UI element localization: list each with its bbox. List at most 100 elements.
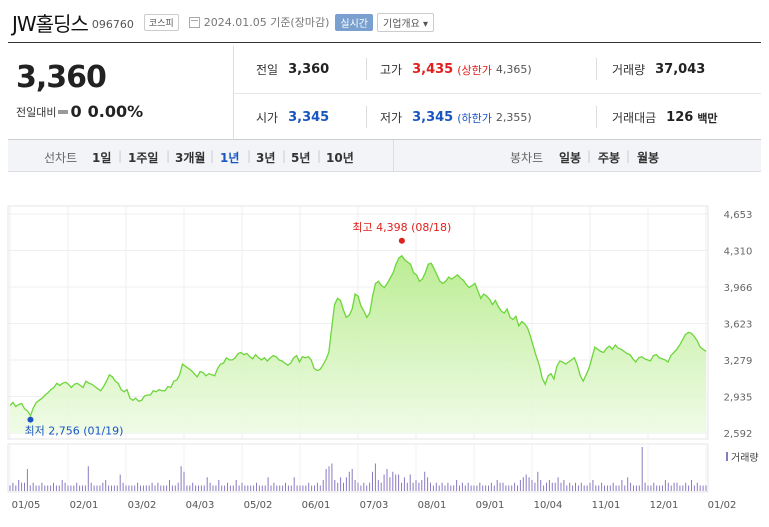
volume-bar bbox=[105, 480, 107, 491]
y-tick-label: 2,592 bbox=[724, 429, 753, 440]
range-1y[interactable]: 1년 bbox=[220, 151, 240, 165]
change-percent: 0.00% bbox=[87, 102, 144, 121]
volume-bar bbox=[345, 477, 347, 491]
company-overview-dropdown[interactable]: 기업개요 ▾ bbox=[377, 12, 435, 32]
volume-bar bbox=[270, 485, 272, 491]
volume-bar bbox=[427, 477, 429, 491]
volume-bar bbox=[499, 482, 501, 491]
volume-bar bbox=[502, 482, 504, 491]
volume-bar bbox=[409, 474, 411, 491]
volume-bar bbox=[546, 482, 547, 491]
stock-name[interactable]: JW홀딩스 bbox=[12, 11, 89, 36]
range-3y[interactable]: 3년 bbox=[256, 151, 276, 165]
volume-bar bbox=[421, 480, 423, 491]
change-row: 전일대비 0 0.00% bbox=[16, 102, 143, 121]
x-tick-label: 02/01 bbox=[70, 500, 99, 511]
volume-bar bbox=[38, 485, 40, 491]
volume-bar bbox=[528, 477, 530, 491]
candle-monthly[interactable]: 월봉 bbox=[637, 151, 660, 165]
volume-bar bbox=[111, 485, 112, 491]
volume-bar bbox=[557, 477, 559, 491]
x-tick-label: 01/05 bbox=[12, 500, 41, 511]
y-tick-label: 3,279 bbox=[724, 356, 753, 367]
volume-bar bbox=[363, 482, 365, 491]
volume-bar bbox=[627, 477, 629, 491]
volume-value: 37,043 bbox=[655, 62, 706, 77]
volume-bar bbox=[296, 485, 298, 491]
range-3m[interactable]: 3개월 bbox=[175, 151, 206, 165]
volume-bar bbox=[459, 485, 460, 491]
volume-bar bbox=[676, 482, 678, 491]
divider: | bbox=[282, 149, 287, 163]
min-label: 최저 2,756 (01/19) bbox=[24, 425, 123, 438]
volume-bar bbox=[241, 482, 243, 491]
volume-bar bbox=[685, 482, 687, 491]
volume-bar bbox=[461, 482, 463, 491]
range-1w[interactable]: 1주일 bbox=[128, 151, 159, 165]
volume-bar bbox=[374, 463, 376, 491]
stock-header: JW홀딩스 096760 코스피 2024.01.05 기준(장마감) 실시간 … bbox=[12, 8, 435, 36]
volume-bar bbox=[525, 474, 527, 491]
volume-bar bbox=[177, 482, 179, 491]
volume-bar bbox=[125, 485, 127, 491]
volume-bar bbox=[76, 482, 78, 491]
volume-bar bbox=[24, 482, 25, 491]
upper-limit-value: 4,365) bbox=[495, 63, 532, 76]
divider: | bbox=[626, 149, 631, 163]
volume-bar bbox=[218, 480, 220, 491]
volume-bar bbox=[609, 485, 611, 491]
divider bbox=[366, 58, 367, 80]
price-line bbox=[9, 254, 707, 418]
candle-weekly[interactable]: 주봉 bbox=[598, 151, 621, 165]
volume-bar bbox=[438, 485, 440, 491]
volume-bar bbox=[47, 485, 49, 491]
volume-label: 거래량 bbox=[612, 63, 646, 77]
current-price: 3,360 bbox=[16, 60, 107, 95]
volume-bar bbox=[87, 466, 89, 491]
volume-bar bbox=[267, 477, 269, 491]
candle-daily[interactable]: 일봉 bbox=[559, 151, 582, 165]
lower-limit-value: 2,355) bbox=[495, 111, 532, 124]
volume-bar bbox=[598, 485, 600, 491]
volume-bar bbox=[702, 485, 704, 491]
volume-bar bbox=[35, 485, 37, 491]
volume-bar bbox=[287, 485, 289, 491]
volume-bar bbox=[395, 474, 397, 491]
realtime-button[interactable]: 실시간 bbox=[335, 13, 373, 31]
volume-bar bbox=[476, 485, 478, 491]
volume-bar bbox=[128, 485, 130, 491]
volume-bar bbox=[215, 485, 217, 491]
volume-bar bbox=[299, 485, 301, 491]
volume-bar bbox=[401, 482, 402, 491]
volume-bar bbox=[209, 482, 211, 491]
range-1d[interactable]: 1일 bbox=[92, 151, 112, 165]
volume-bar bbox=[64, 482, 66, 491]
y-tick-label: 2,935 bbox=[724, 393, 753, 404]
volume-stat: 거래량 37,043 bbox=[612, 46, 705, 93]
volume-bar bbox=[279, 485, 281, 491]
volume-bar bbox=[29, 485, 31, 491]
divider: | bbox=[166, 149, 171, 163]
y-tick-label: 3,623 bbox=[724, 319, 753, 330]
volume-bar bbox=[418, 482, 420, 491]
low-value: 3,345 bbox=[412, 110, 454, 125]
volume-bar bbox=[12, 482, 14, 491]
low-price: 저가 3,345 (하한가 2,355) bbox=[380, 94, 532, 141]
volume-bar bbox=[386, 469, 388, 491]
stock-code: 096760 bbox=[91, 17, 134, 31]
volume-bar bbox=[447, 482, 449, 491]
volume-bar bbox=[186, 485, 188, 491]
volume-bar bbox=[192, 482, 194, 491]
x-tick-label: 04/03 bbox=[186, 500, 215, 511]
line-chart-label: 선차트 bbox=[44, 151, 78, 165]
volume-frame bbox=[7, 443, 709, 493]
volume-bar bbox=[517, 485, 518, 491]
range-10y[interactable]: 10년 bbox=[326, 151, 354, 165]
range-5y[interactable]: 5년 bbox=[291, 151, 311, 165]
volume-bar bbox=[293, 477, 295, 491]
divider: | bbox=[210, 149, 215, 163]
volume-bar bbox=[412, 482, 414, 491]
volume-bar bbox=[688, 485, 690, 491]
volume-bar bbox=[467, 482, 469, 491]
volume-bar bbox=[302, 485, 304, 491]
